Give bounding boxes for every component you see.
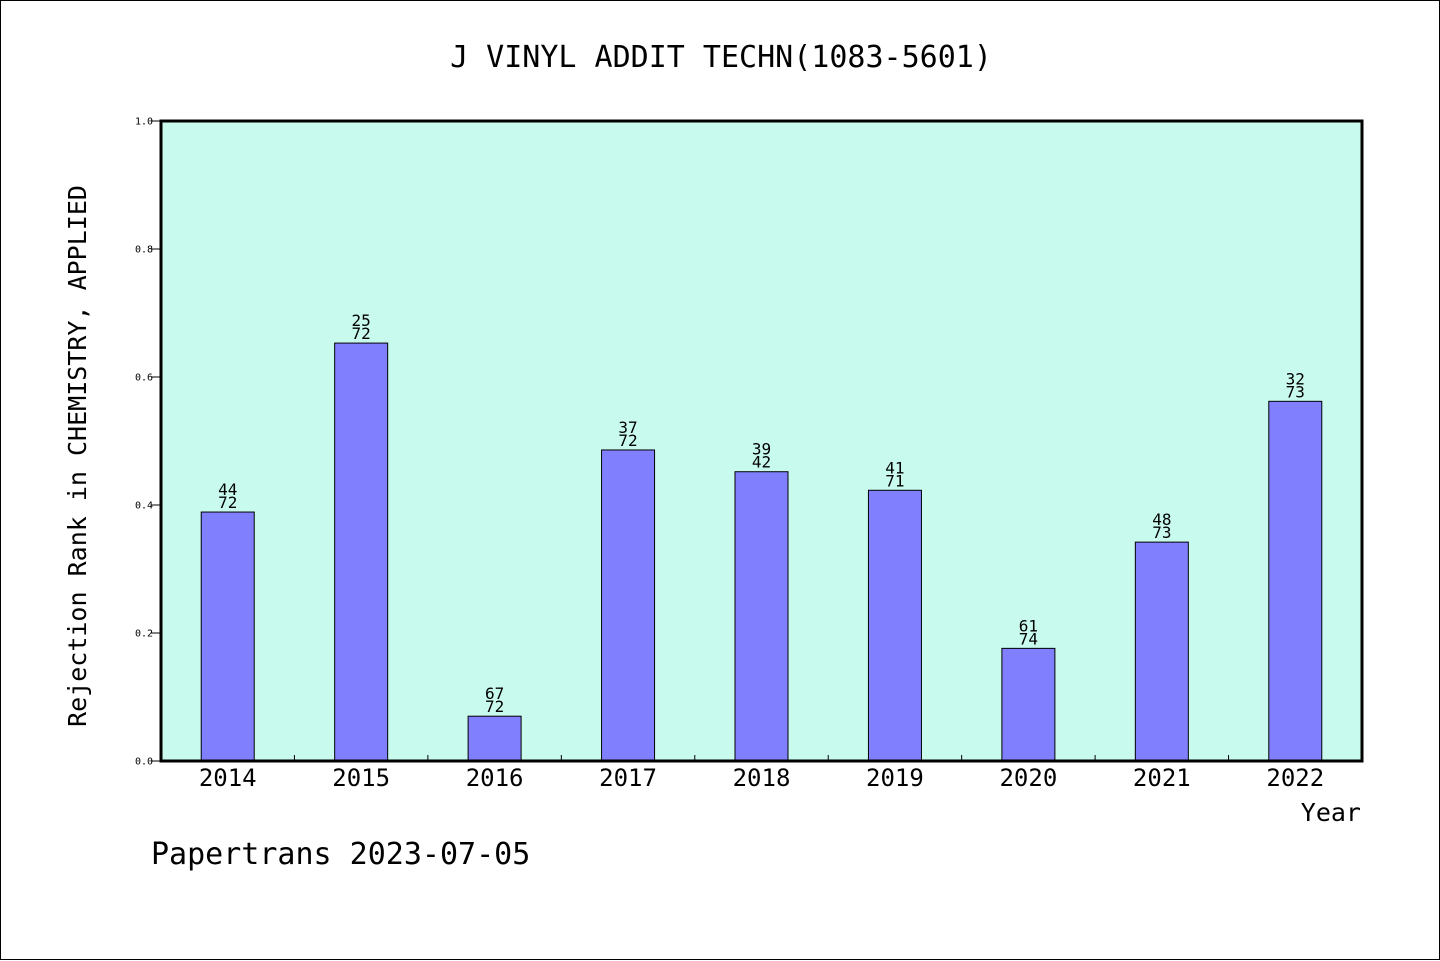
bar-series — [200, 342, 1323, 762]
bar-label-total: 72 — [218, 493, 237, 512]
x-tick-label: 2018 — [733, 764, 791, 792]
x-axis: 2014 2015 2016 2017 2018 2019 2020 2021 2022 — [199, 755, 1324, 792]
x-tick-label: 2016 — [466, 764, 524, 792]
bar-2020 — [1001, 647, 1056, 762]
x-tick-label: 2015 — [332, 764, 390, 792]
y-axis-title: Rejection Rank in CHEMISTRY, APPLIED — [63, 185, 92, 727]
bar-label-total: 72 — [485, 697, 504, 716]
x-tick-label: 2014 — [199, 764, 257, 792]
bar-label-rank: 25 — [352, 311, 371, 330]
y-tick-label: 1.0 — [135, 117, 153, 128]
x-tick-label: 2020 — [999, 764, 1057, 792]
x-tick-label: 2019 — [866, 764, 924, 792]
bar-label-total: 72 — [618, 431, 637, 450]
bar-2015 — [334, 342, 389, 762]
x-axis-title: Year — [1301, 798, 1361, 827]
bar-label-total: 71 — [885, 471, 904, 490]
y-tick-label: 0.6 — [135, 373, 153, 384]
y-tick-label: 0.8 — [135, 245, 153, 256]
bar-label-total: 72 — [352, 324, 371, 343]
bar-2017 — [601, 449, 656, 762]
bar-2016 — [467, 715, 522, 762]
bar-label-rank: 37 — [618, 418, 637, 437]
footer-text: Papertrans 2023-07-05 — [151, 837, 530, 872]
bar-label-rank: 39 — [752, 440, 771, 459]
bar-label-rank: 61 — [1019, 616, 1038, 635]
bar-label-total: 73 — [1152, 523, 1171, 542]
bar-label-rank: 48 — [1152, 510, 1171, 529]
bar-2021 — [1134, 541, 1189, 762]
bar-2014 — [200, 511, 255, 762]
bar-label-rank: 67 — [485, 684, 504, 703]
bar-label-total: 73 — [1286, 382, 1305, 401]
plot-border — [159, 119, 1364, 763]
bar-label-rank: 32 — [1286, 369, 1305, 388]
x-tick-label: 2021 — [1133, 764, 1191, 792]
x-tick-label: 2017 — [599, 764, 657, 792]
x-tick-label: 2022 — [1266, 764, 1324, 792]
bar-label-rank: 44 — [218, 480, 237, 499]
chart-title: J VINYL ADDIT TECHN(1083-5601) — [450, 40, 992, 75]
bar-label-total: 42 — [752, 453, 771, 472]
y-tick-label: 0.0 — [135, 757, 153, 768]
y-tick-label: 0.4 — [135, 501, 153, 512]
bar-label-total: 74 — [1019, 629, 1038, 648]
bar-2019 — [867, 489, 922, 762]
bar-label-rank: 41 — [885, 458, 904, 477]
y-axis: 0.0 0.2 0.4 0.6 0.8 1.0 — [135, 117, 161, 768]
bar-2018 — [734, 471, 789, 762]
bar-2022 — [1268, 400, 1323, 762]
y-tick-label: 0.2 — [135, 629, 153, 640]
